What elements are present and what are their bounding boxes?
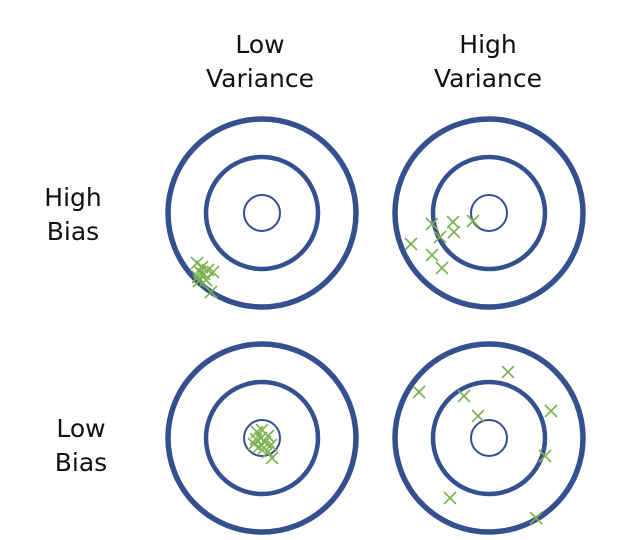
- x-mark: [544, 404, 558, 418]
- x-mark: [538, 449, 552, 463]
- x-mark: [447, 225, 461, 239]
- x-mark: [529, 511, 543, 525]
- x-mark: [457, 389, 471, 403]
- outer-ring: [392, 116, 586, 310]
- x-mark: [501, 365, 515, 379]
- target-low-bias-low-variance: [165, 341, 359, 535]
- outer-ring: [165, 341, 359, 535]
- x-mark: [252, 440, 266, 454]
- row-header-low-bias: Low Bias: [36, 412, 126, 480]
- outer-ring: [165, 116, 359, 310]
- x-mark: [435, 261, 449, 275]
- column-header-line1: High: [459, 30, 517, 59]
- x-mark: [425, 217, 439, 231]
- x-mark: [261, 445, 275, 459]
- bullseye-ring: [243, 194, 281, 232]
- x-mark: [433, 230, 447, 244]
- target-high-bias-low-variance: [165, 116, 359, 310]
- x-mark: [443, 491, 457, 505]
- row-header-high-bias: High Bias: [28, 181, 118, 249]
- row-header-line2: Bias: [54, 448, 108, 477]
- target-high-bias-high-variance: [392, 116, 586, 310]
- column-header-line2: Variance: [206, 64, 314, 93]
- middle-ring: [203, 154, 321, 272]
- target-low-bias-high-variance: [392, 341, 586, 535]
- middle-ring: [203, 379, 321, 497]
- x-mark: [425, 248, 439, 262]
- x-mark: [255, 423, 269, 437]
- x-mark: [264, 438, 278, 452]
- x-mark: [471, 409, 485, 423]
- x-mark: [265, 451, 279, 465]
- row-header-line1: Low: [56, 414, 106, 443]
- x-mark: [204, 285, 218, 299]
- x-mark: [412, 385, 426, 399]
- x-mark: [404, 237, 418, 251]
- row-header-line1: High: [44, 183, 102, 212]
- column-header-line1: Low: [235, 30, 285, 59]
- row-header-line2: Bias: [46, 217, 100, 246]
- middle-ring: [430, 154, 548, 272]
- bullseye-ring: [470, 419, 508, 457]
- column-header-low-variance: Low Variance: [195, 28, 325, 96]
- outer-ring: [392, 341, 586, 535]
- middle-ring: [430, 379, 548, 497]
- column-header-high-variance: High Variance: [423, 28, 553, 96]
- x-mark: [466, 214, 480, 228]
- bullseye-ring: [470, 194, 508, 232]
- x-mark: [192, 274, 206, 288]
- column-header-line2: Variance: [434, 64, 542, 93]
- bullseye-ring: [243, 419, 281, 457]
